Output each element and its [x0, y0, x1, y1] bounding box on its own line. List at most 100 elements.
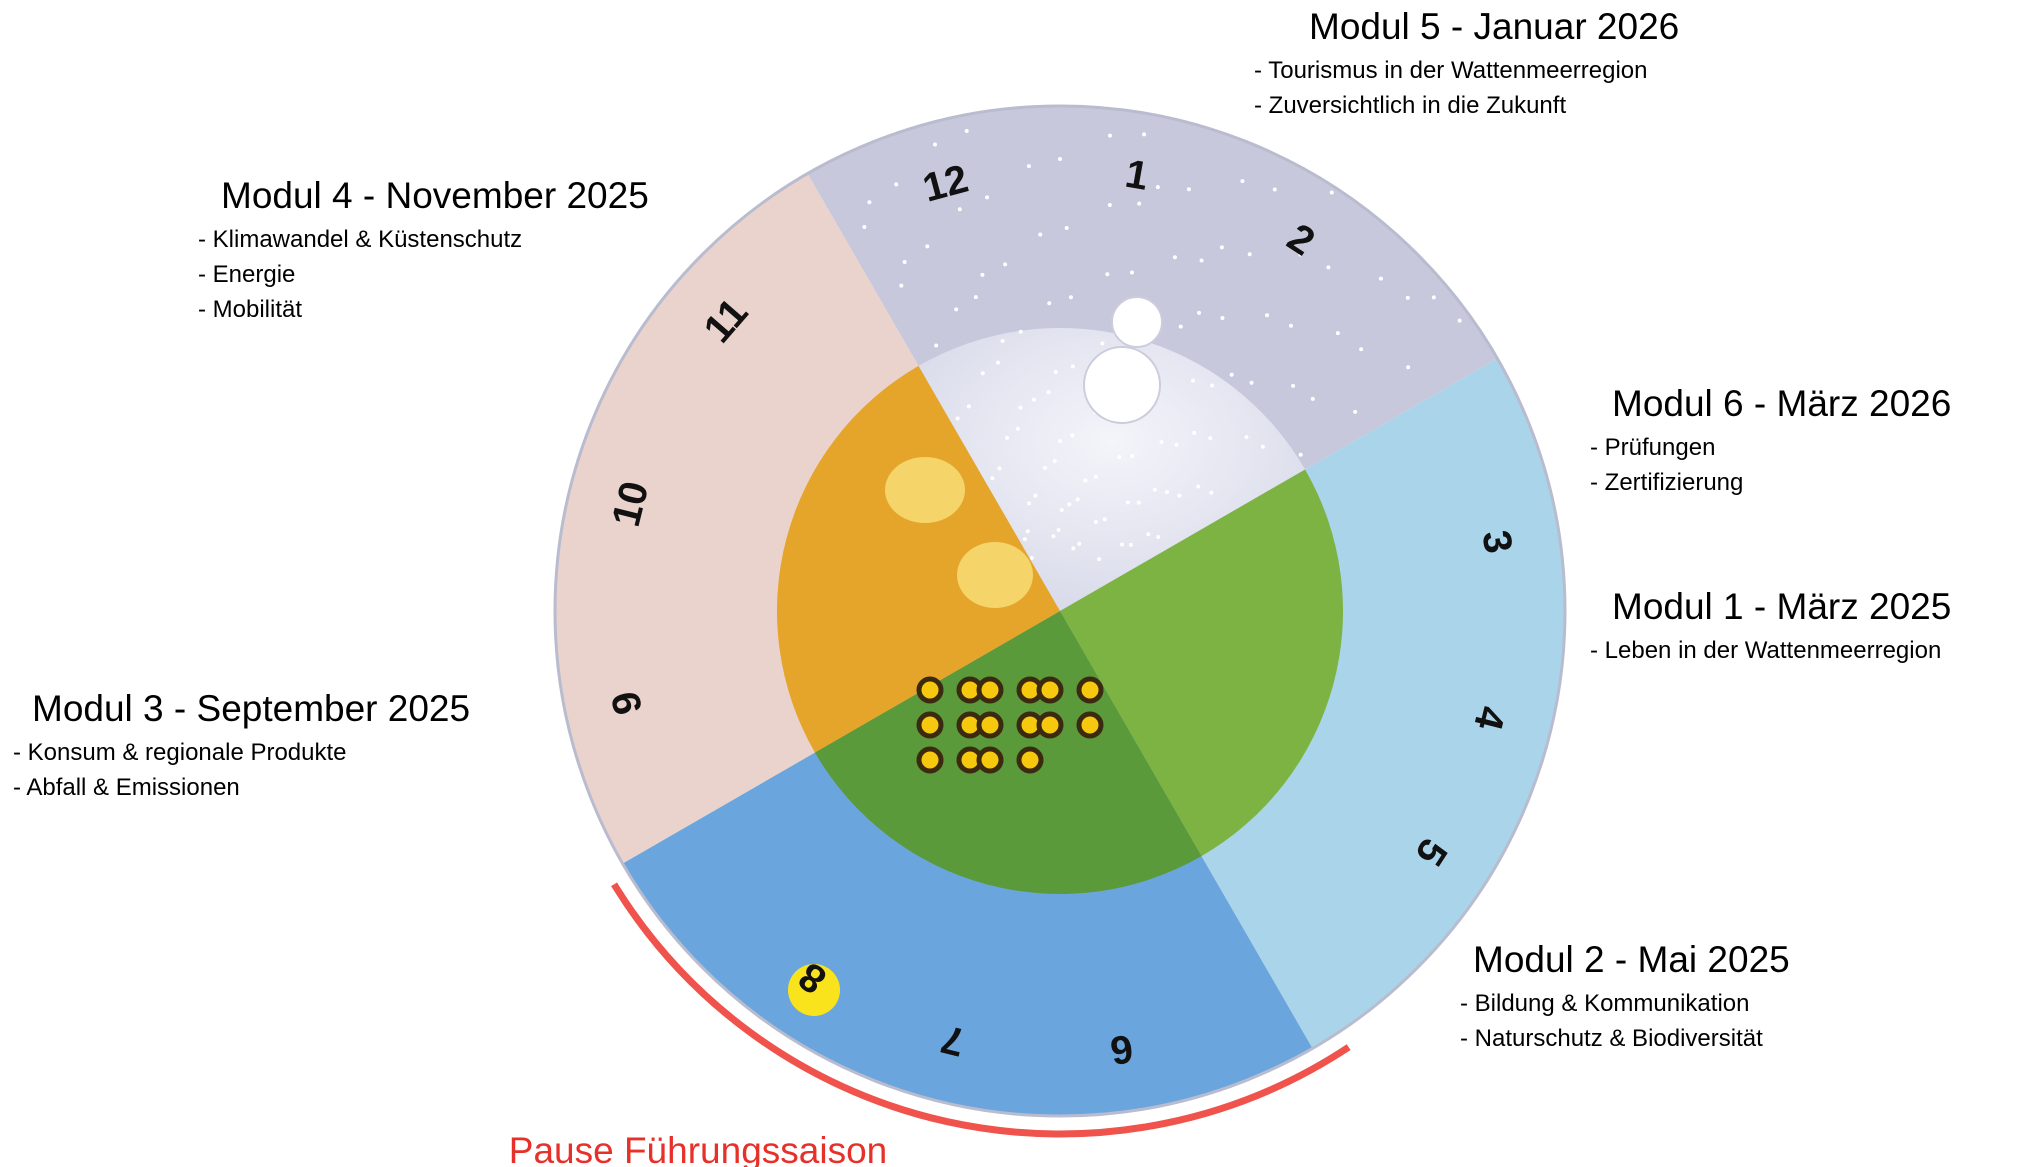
snowflake — [957, 207, 962, 212]
snowflake — [1042, 465, 1047, 470]
snowflake — [1249, 380, 1254, 385]
module-item: - Leben in der Wattenmeerregion — [1590, 637, 1941, 664]
autumn-ground — [777, 365, 1060, 753]
snowflake — [1058, 439, 1062, 443]
snowflake — [1159, 440, 1164, 445]
snowflake — [1117, 454, 1122, 459]
snowflake — [954, 307, 959, 312]
snowflake — [1146, 532, 1151, 537]
snowflake — [1192, 430, 1197, 435]
module-title: Modul 2 - Mai 2025 — [1473, 939, 1790, 980]
snowflake — [1070, 364, 1075, 369]
snowflake — [1191, 378, 1195, 383]
snowflake — [964, 128, 969, 133]
snowflake — [1405, 295, 1410, 300]
module-item: - Naturschutz & Biodiversität — [1460, 1025, 1763, 1052]
snowflake — [1093, 519, 1098, 524]
snowflake — [1102, 517, 1107, 522]
snowflake — [1260, 444, 1265, 449]
hay-bale — [885, 457, 965, 523]
module-item: - Energie — [198, 261, 295, 288]
snowflake — [1353, 409, 1358, 414]
snowflake — [1199, 258, 1204, 263]
month-number: 10 — [604, 477, 657, 531]
snowflake — [1196, 484, 1201, 489]
sunflower — [1016, 746, 1044, 774]
snowflake — [1046, 390, 1051, 395]
snowflake — [1033, 493, 1038, 498]
snowflake — [1291, 383, 1296, 388]
module-item: - Tourismus in der Wattenmeerregion — [1254, 57, 1648, 84]
snowflake — [1197, 310, 1202, 315]
snowflake — [1156, 534, 1161, 539]
snowflake — [867, 200, 872, 205]
snowflake — [1026, 164, 1031, 169]
snowflake — [1027, 501, 1032, 506]
snowflake — [1210, 383, 1215, 388]
snowflake — [1142, 132, 1147, 137]
module-item: - Konsum & regionale Produkte — [13, 739, 347, 766]
snowflake — [862, 224, 867, 229]
module-item: - Klimawandel & Küstenschutz — [198, 226, 522, 253]
sunflower — [1076, 676, 1104, 704]
snowflake — [934, 343, 939, 348]
snowflake — [1058, 157, 1062, 161]
snowflake — [1298, 452, 1303, 457]
snowflake — [1128, 542, 1133, 547]
module-item: - Zertifizierung — [1590, 469, 1743, 496]
snowflake — [966, 404, 971, 409]
module-item: - Mobilität — [198, 296, 302, 323]
snowflake — [1359, 347, 1364, 352]
pause-label: Pause Führungssaison — [509, 1130, 887, 1167]
snowflake — [1022, 537, 1027, 542]
snowflake — [1174, 442, 1179, 447]
snowman-head — [1111, 296, 1163, 348]
sunflower — [976, 676, 1004, 704]
snowflake — [1431, 295, 1436, 300]
snowflake — [1100, 341, 1105, 346]
sunflower — [976, 746, 1004, 774]
snowflake — [1000, 339, 1005, 344]
summer-ground — [814, 611, 1202, 895]
snowflake — [1051, 534, 1056, 539]
snowflake — [1137, 201, 1142, 206]
snowflake — [1265, 313, 1270, 318]
snowflake — [1298, 252, 1303, 257]
snowflake — [894, 182, 899, 187]
snowflake — [1067, 502, 1072, 507]
module-item: - Prüfungen — [1590, 434, 1715, 461]
snowflake — [1059, 508, 1064, 513]
wheel-rim — [553, 104, 1567, 1118]
snowflake — [980, 371, 985, 376]
snowflake — [1052, 459, 1057, 464]
snowflake — [1165, 490, 1170, 495]
module-title: Modul 1 - März 2025 — [1612, 586, 1951, 627]
snowflake — [1335, 331, 1340, 336]
snowflake — [1105, 272, 1110, 277]
snowflake — [1093, 474, 1098, 479]
snowflake — [1018, 329, 1023, 334]
snowflake — [1326, 265, 1331, 270]
snowflake — [1329, 190, 1334, 195]
snowflake — [1083, 478, 1088, 483]
module-title: Modul 4 - November 2025 — [221, 175, 649, 216]
snowflake — [1130, 454, 1135, 459]
snowflake — [1075, 497, 1080, 502]
snowflake — [1064, 226, 1069, 231]
snowflake — [1015, 426, 1020, 431]
sunflower — [1076, 711, 1104, 739]
hay-bale — [957, 542, 1033, 608]
snowflake — [1025, 529, 1030, 534]
snowflake — [1272, 187, 1277, 192]
pause-arc — [611, 882, 1351, 1138]
snowflake — [1097, 557, 1102, 562]
snowflake — [1186, 187, 1191, 192]
snowflake — [1003, 262, 1008, 267]
sun — [788, 964, 840, 1016]
snowflake — [1178, 324, 1183, 329]
sunflower — [1036, 676, 1064, 704]
snowflake — [932, 142, 937, 147]
snowflake — [1310, 396, 1315, 401]
